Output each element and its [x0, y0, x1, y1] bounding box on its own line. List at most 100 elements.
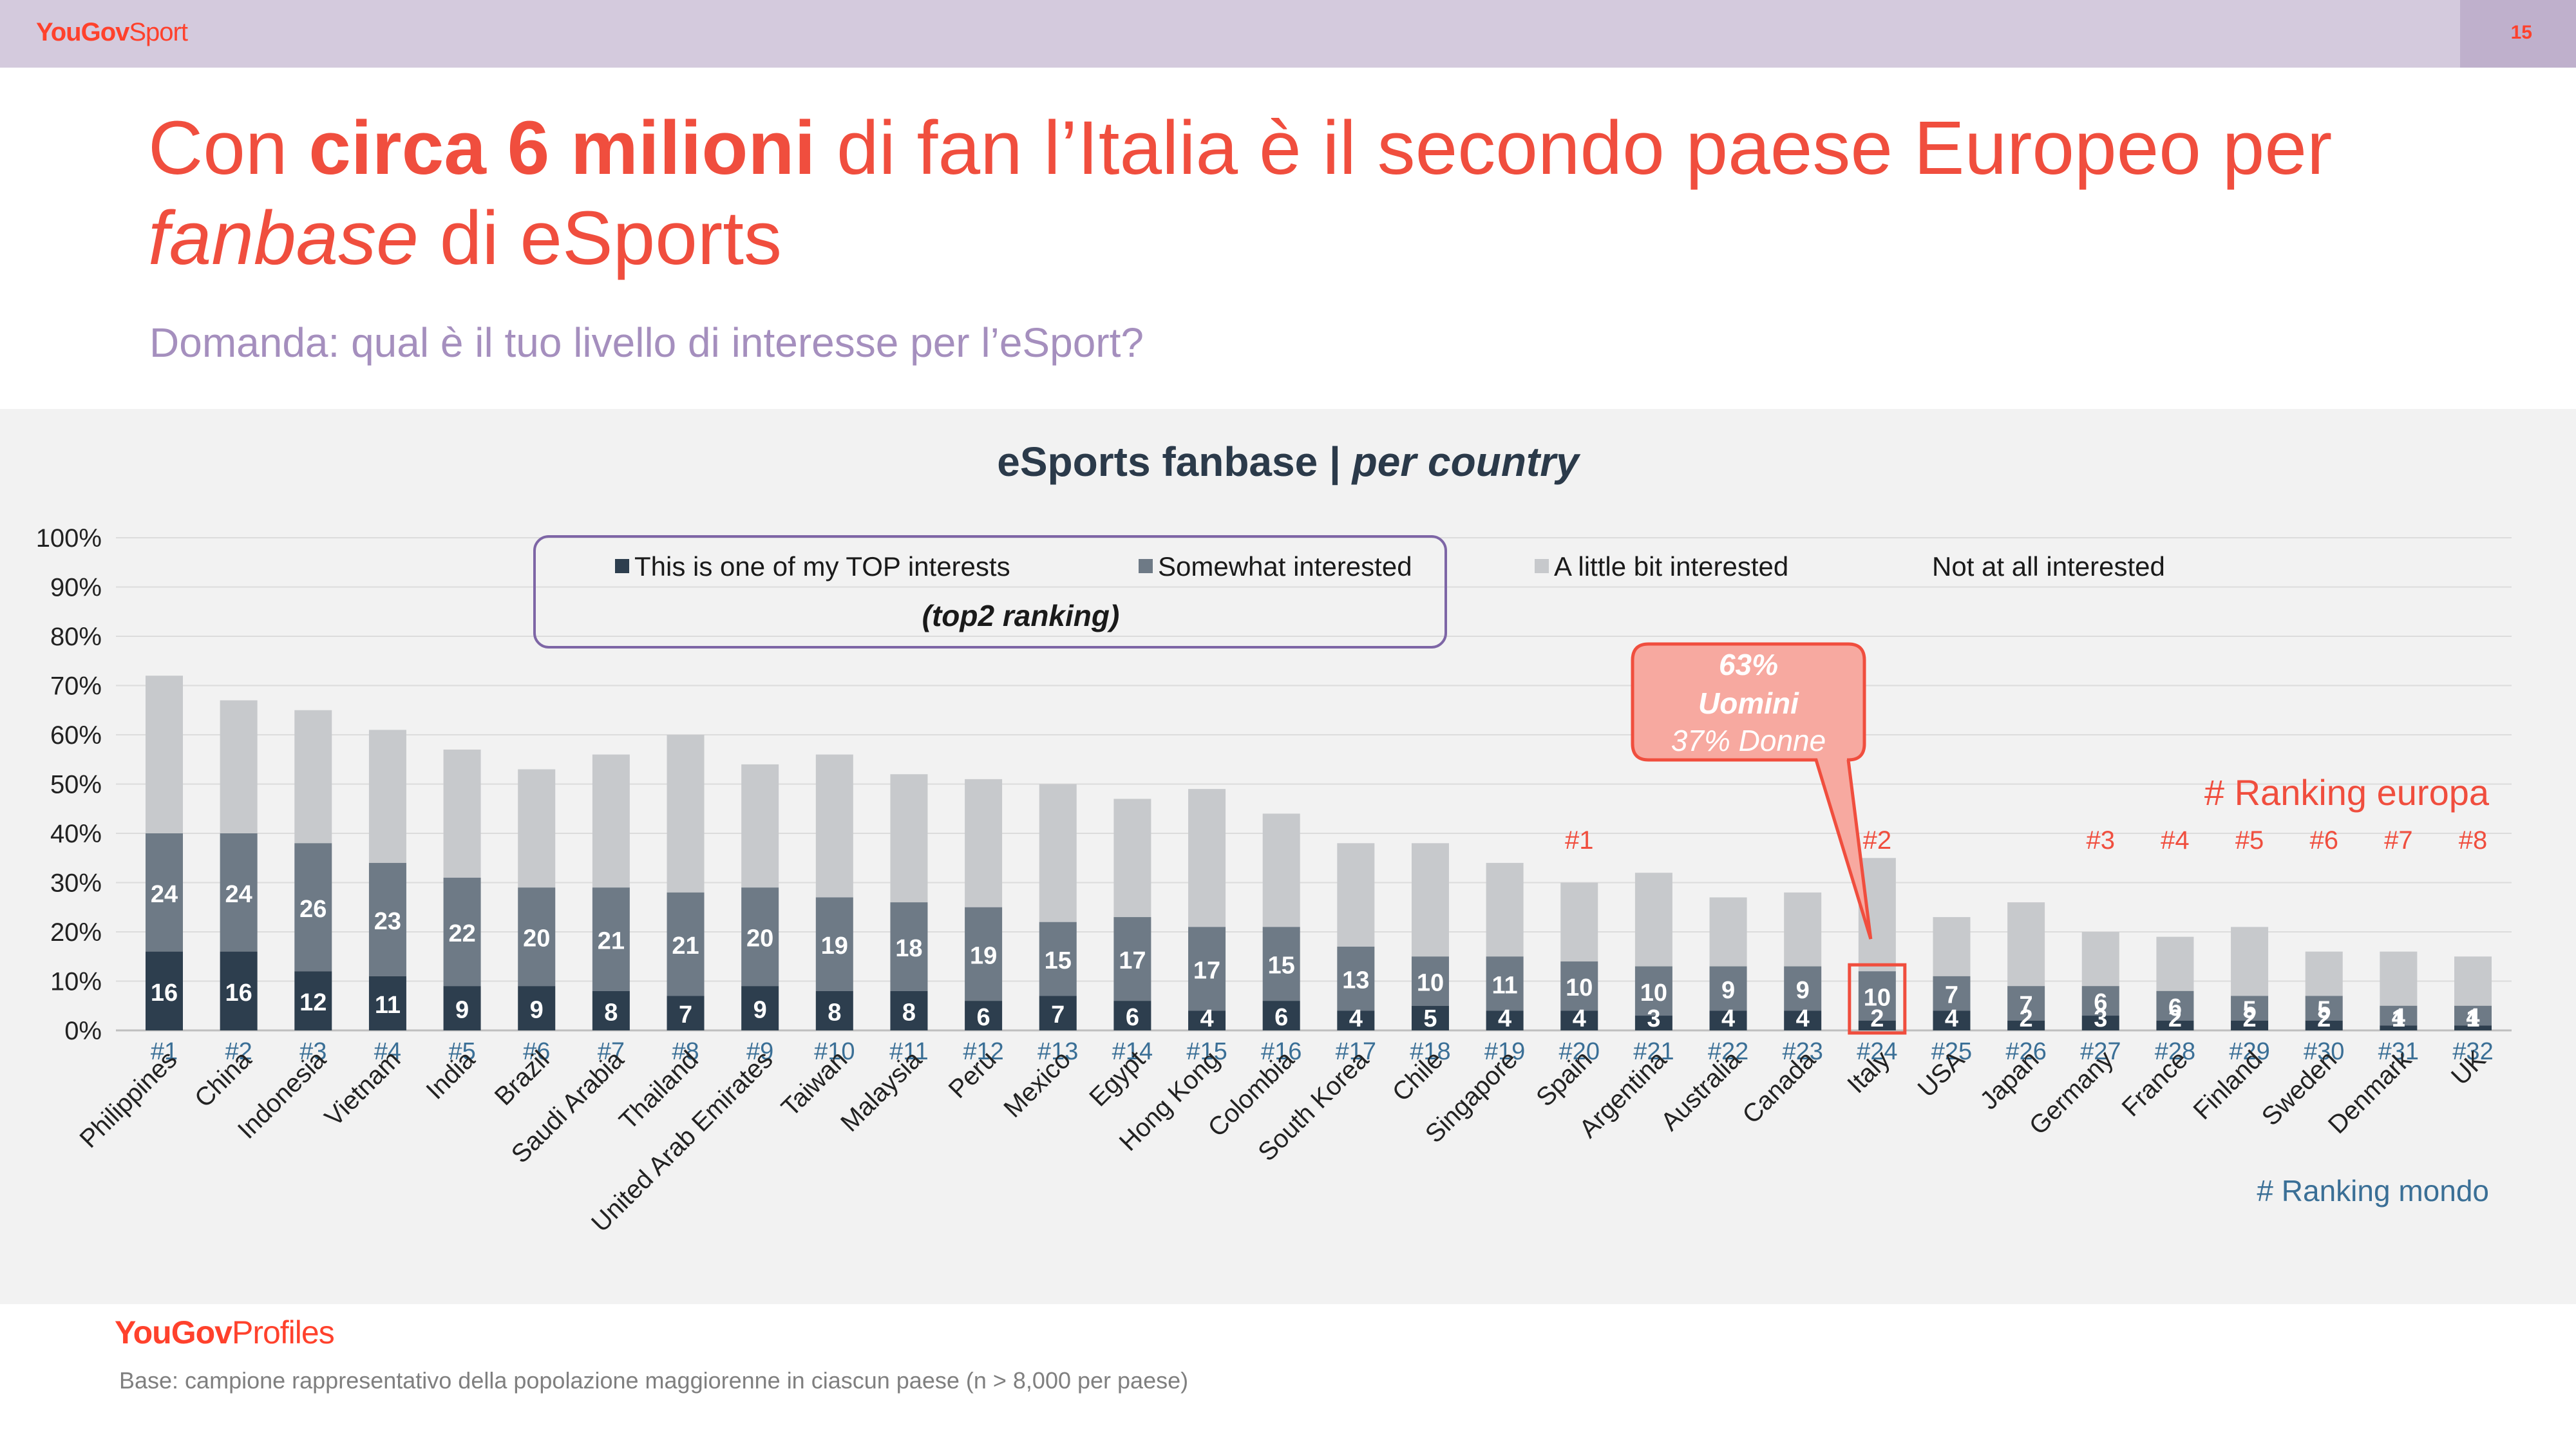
data-label-somewhat: 20: [523, 925, 550, 952]
top-bar: YouGovSport 15: [0, 0, 2576, 68]
bar-top-interest: [1039, 996, 1077, 1030]
world-rank-label: #23: [1782, 1038, 1823, 1065]
bar-somewhat-interested: [2007, 986, 2045, 1021]
data-label-top: 4: [1796, 1005, 1810, 1032]
data-label-top: 8: [604, 999, 618, 1026]
callout-line-3: 37% Donne: [1671, 724, 1826, 757]
bar-little-interested: [1337, 843, 1375, 947]
bar-somewhat-interested: [1188, 927, 1226, 1011]
world-rank-label: #15: [1186, 1038, 1227, 1065]
base-note: Base: campione rappresentativo della pop…: [119, 1367, 1189, 1394]
bar-little-interested: [146, 676, 183, 833]
data-label-somewhat: 24: [151, 881, 178, 908]
world-rank-label: #4: [374, 1038, 401, 1065]
bar-somewhat-interested: [2305, 996, 2343, 1021]
world-rank-label: #26: [2005, 1038, 2046, 1065]
data-label-top: 3: [2094, 1005, 2107, 1032]
legend-swatch: [1535, 559, 1549, 573]
data-label-top: 9: [753, 997, 767, 1024]
bar-somewhat-interested: [443, 877, 481, 987]
bar-top-interest: [741, 986, 779, 1030]
world-ranking-label: # Ranking mondo: [2257, 1174, 2489, 1208]
page-number-box: 15: [2460, 0, 2576, 68]
legend-item: This is one of my TOP interests: [634, 551, 1010, 582]
world-rank-label: #7: [598, 1038, 625, 1065]
bar-little-interested: [2380, 951, 2418, 1006]
bar-top-interest: [1560, 1010, 1598, 1030]
world-rank-label: #14: [1112, 1038, 1153, 1065]
bar-somewhat-interested: [667, 892, 705, 996]
bar-top-interest: [1784, 1010, 1822, 1030]
world-rank-label: #22: [1708, 1038, 1748, 1065]
chart-title: eSports fanbase | per country: [997, 439, 1579, 485]
europe-rank-label: #7: [2384, 826, 2413, 855]
bar-top-interest: [890, 990, 928, 1030]
world-rank-label: #16: [1261, 1038, 1302, 1065]
data-label-somewhat: 4: [2466, 1004, 2479, 1031]
bar-little-interested: [815, 754, 853, 898]
data-label-somewhat: 4: [2392, 1004, 2405, 1031]
bar-little-interested: [2454, 956, 2492, 1006]
bar-somewhat-interested: [1113, 917, 1151, 1001]
bar-little-interested: [1188, 789, 1226, 927]
bar-little-interested: [2156, 936, 2194, 991]
bar-little-interested: [592, 754, 630, 888]
bar-top-interest: [443, 986, 481, 1030]
bar-somewhat-interested: [1784, 966, 1822, 1011]
bar-little-interested: [741, 764, 779, 888]
bar-top-interest: [2380, 1025, 2418, 1030]
data-label-top: 6: [1274, 1004, 1288, 1031]
y-tick-label: 30%: [50, 869, 102, 898]
bar-little-interested: [1039, 784, 1077, 922]
world-rank-label: #6: [523, 1038, 550, 1065]
category-label: Canada: [1737, 1045, 1821, 1130]
data-label-somewhat: 18: [895, 935, 922, 962]
world-rank-label: #24: [1857, 1038, 1897, 1065]
data-label-somewhat: 22: [448, 920, 475, 947]
category-label: Finland: [2188, 1045, 2268, 1125]
bar-top-interest: [1634, 1016, 1672, 1030]
europe-rank-label: #6: [2309, 826, 2338, 855]
category-label: Philippines: [74, 1045, 182, 1153]
y-tick-label: 20%: [50, 918, 102, 947]
legend-item: A little bit interested: [1554, 551, 1788, 582]
bar-somewhat-interested: [1709, 966, 1747, 1011]
y-tick-label: 90%: [50, 574, 102, 602]
bar-top-interest: [592, 990, 630, 1030]
world-rank-label: #17: [1336, 1038, 1376, 1065]
bar-top-interest: [2081, 1016, 2119, 1030]
bar-somewhat-interested: [1560, 961, 1598, 1011]
data-label-top: 9: [455, 997, 469, 1024]
bar-little-interested: [1262, 813, 1300, 927]
bar-little-interested: [1486, 862, 1524, 957]
bar-little-interested: [1634, 873, 1672, 967]
page-title: Con circa 6 milioni di fan l’Italia è il…: [148, 106, 2333, 281]
bar-top-interest: [2454, 1025, 2492, 1030]
bar-top-interest: [2156, 1020, 2194, 1030]
y-tick-label: 60%: [50, 721, 102, 750]
data-label-top: 11: [375, 992, 401, 1019]
bar-somewhat-interested: [1933, 976, 1971, 1011]
data-label-top: 8: [828, 999, 841, 1026]
bar-somewhat-interested: [1262, 927, 1300, 1001]
bar-top-interest: [220, 951, 258, 1030]
europe-rank-label: #8: [2459, 826, 2488, 855]
bar-top-interest: [1411, 1005, 1449, 1030]
data-label-top: 1: [2392, 1005, 2405, 1032]
data-label-top: 16: [151, 980, 178, 1007]
data-label-somewhat: 5: [2242, 997, 2256, 1024]
bar-somewhat-interested: [2380, 1005, 2418, 1026]
bar-little-interested: [1784, 892, 1822, 967]
y-tick-label: 40%: [50, 820, 102, 848]
bar-somewhat-interested: [890, 902, 928, 991]
data-label-somewhat: 21: [672, 933, 699, 960]
world-rank-label: #28: [2155, 1038, 2195, 1065]
data-label-top: 2: [2317, 1005, 2331, 1032]
data-label-somewhat: 20: [746, 925, 773, 952]
world-rank-label: #30: [2304, 1038, 2344, 1065]
data-label-somewhat: 15: [1268, 952, 1295, 980]
world-rank-label: #29: [2229, 1038, 2269, 1065]
data-label-somewhat: 19: [821, 933, 848, 960]
bar-little-interested: [2231, 927, 2269, 996]
question-subtitle: Domanda: qual è il tuo livello di intere…: [149, 319, 1144, 366]
